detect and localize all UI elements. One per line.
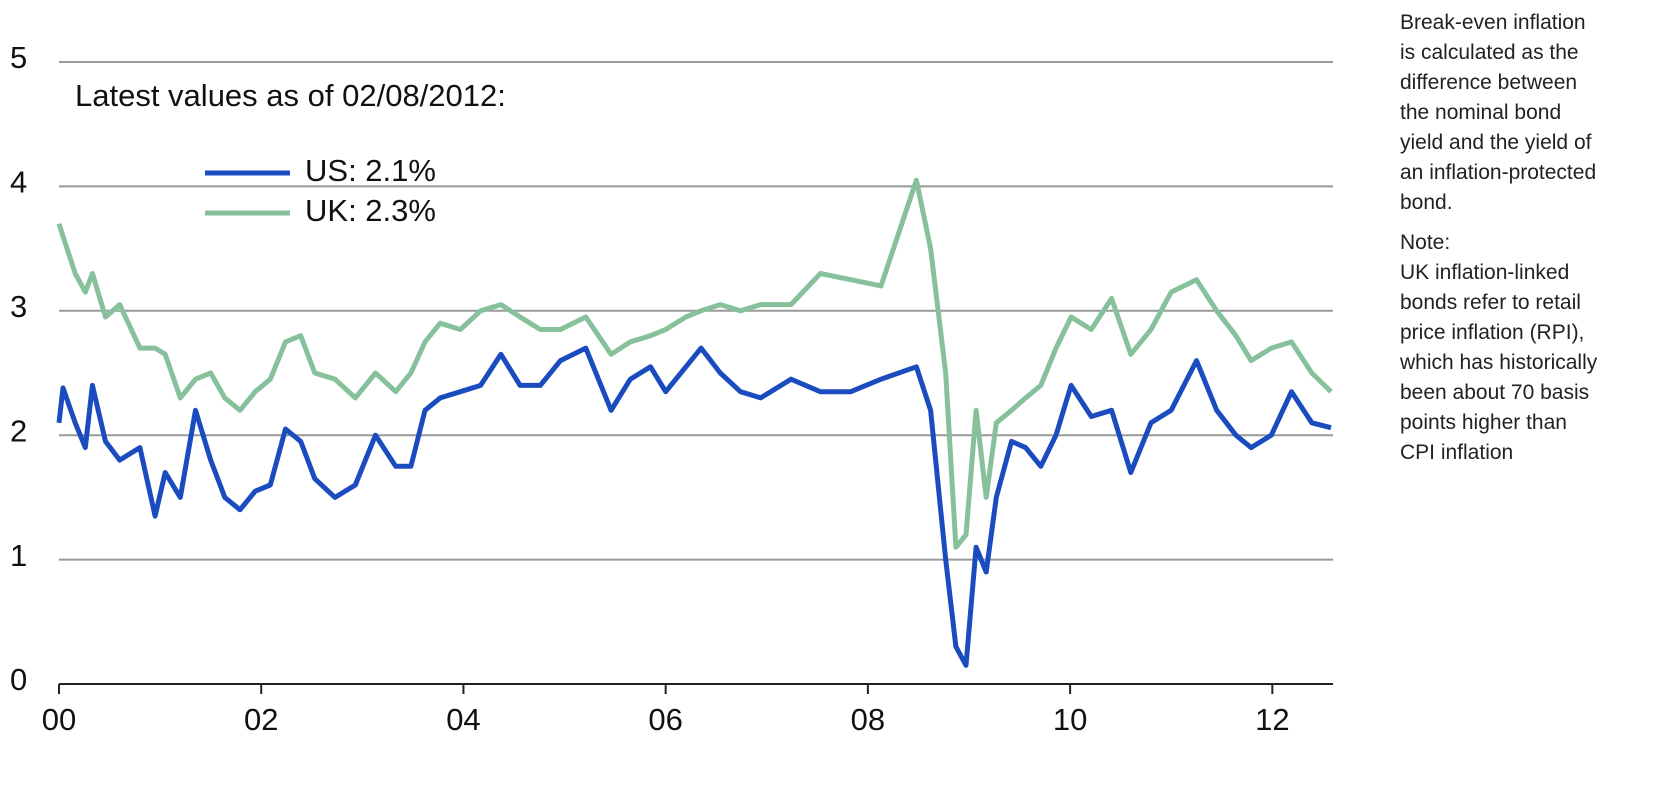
- x-tick-label: 10: [1053, 702, 1087, 737]
- x-tick-label: 12: [1255, 702, 1289, 737]
- x-tick-label: 08: [851, 702, 885, 737]
- y-tick-label: 0: [10, 662, 27, 697]
- annotation: Latest values as of 02/08/2012:: [75, 78, 506, 113]
- x-tick-label: 00: [42, 702, 76, 737]
- x-tick-label: 04: [446, 702, 480, 737]
- x-tick-label: 06: [648, 702, 682, 737]
- chart: Latest values as of 02/08/2012: 01234500…: [10, 40, 1333, 737]
- legend-label: US: 2.1%: [305, 153, 436, 188]
- y-tick-label: 2: [10, 413, 27, 448]
- x-tick-label: 02: [244, 702, 278, 737]
- y-tick-label: 3: [10, 289, 27, 324]
- legend-label: UK: 2.3%: [305, 193, 436, 228]
- side-note: Note:: [1400, 231, 1451, 254]
- side-note: UK inflation-linked bonds refer to retai…: [1400, 261, 1598, 464]
- series-line: [56, 345, 1332, 668]
- y-tick-label: 1: [10, 538, 27, 573]
- side-notes: Break-even inflation is calculated as th…: [1400, 8, 1600, 478]
- y-tick-label: 5: [10, 40, 27, 75]
- side-note: Break-even inflation is calculated as th…: [1400, 11, 1597, 214]
- series-line: [56, 177, 1333, 550]
- y-tick-label: 4: [10, 165, 27, 200]
